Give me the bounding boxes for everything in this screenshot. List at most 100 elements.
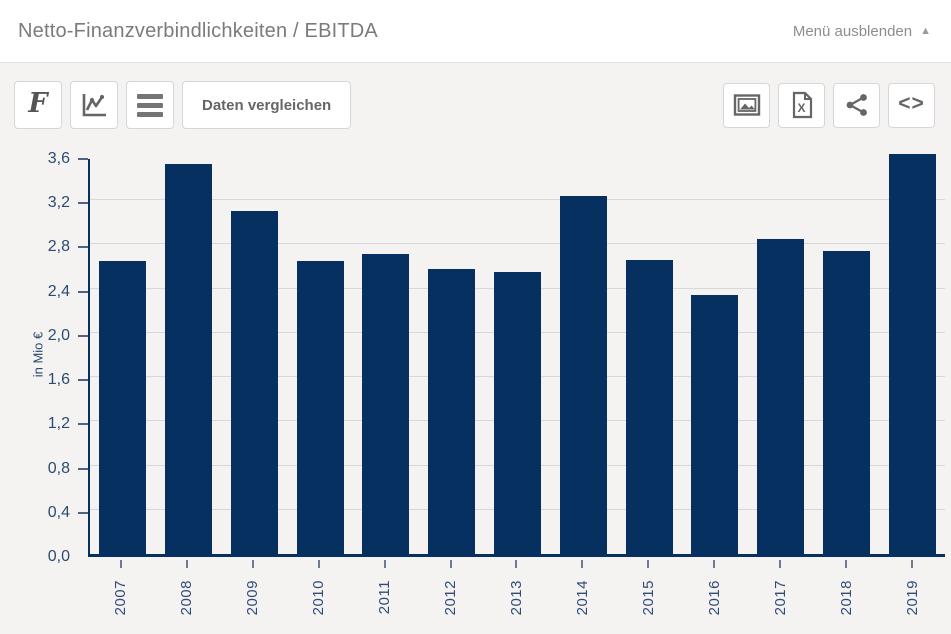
export-excel-button[interactable]: X bbox=[778, 82, 825, 128]
x-axis-slot: 2016 bbox=[691, 560, 738, 615]
bar-2014[interactable] bbox=[559, 195, 607, 554]
bar-2016[interactable] bbox=[691, 295, 739, 554]
toolbar-left-group: F Daten vergleichen bbox=[14, 81, 352, 129]
x-axis-slot: 2010 bbox=[295, 560, 342, 615]
y-axis-tickmark bbox=[78, 423, 88, 426]
font-style-icon: F bbox=[28, 88, 48, 119]
line-chart-icon bbox=[80, 92, 108, 118]
x-axis-tickmark bbox=[251, 560, 254, 568]
x-tick-label: 2010 bbox=[310, 580, 328, 616]
y-axis-tickmark bbox=[78, 511, 88, 514]
x-axis-labels: 2007 2008 2009 2010 2011 2012 2013 2014 2015 2016… bbox=[88, 560, 945, 615]
font-settings-button[interactable]: F bbox=[14, 81, 62, 129]
x-axis-tickmark bbox=[845, 560, 848, 568]
triangle-up-icon: ▲ bbox=[920, 24, 931, 37]
chart-type-button[interactable] bbox=[70, 81, 118, 129]
x-tick-label: 2018 bbox=[837, 580, 855, 616]
y-tick-label: 0,8 bbox=[47, 459, 70, 477]
x-tick-label: 2008 bbox=[178, 580, 196, 616]
toolbar: F Daten vergleichen bbox=[14, 81, 935, 129]
bar-chart: in Mio € 0,0 0,4 0,8 1,2 1,6 2,0 2,4 2,8 3,2 3,6 … bbox=[0, 129, 951, 629]
y-axis-tick-labels: 0,0 0,4 0,8 1,2 1,6 2,0 2,4 2,8 3,2 3,6 bbox=[0, 150, 78, 565]
x-axis-tickmark bbox=[185, 560, 188, 568]
x-axis-slot: 2009 bbox=[229, 560, 276, 615]
y-tick-label: 3,6 bbox=[47, 150, 70, 167]
y-axis-tickmark bbox=[78, 379, 88, 382]
embed-code-icon: <> bbox=[898, 92, 925, 115]
bar-2008[interactable] bbox=[165, 163, 213, 554]
menu-icon bbox=[137, 93, 163, 117]
x-axis-slot: 2008 bbox=[163, 560, 210, 615]
x-axis-slot: 2018 bbox=[823, 560, 870, 615]
export-image-icon bbox=[733, 93, 761, 117]
bar-2017[interactable] bbox=[757, 238, 805, 554]
y-tick-label: 2,4 bbox=[47, 282, 70, 300]
y-axis-tickmark bbox=[78, 290, 88, 293]
x-axis-tickmark bbox=[515, 560, 518, 568]
x-axis-slot: 2017 bbox=[757, 560, 804, 615]
x-axis-tickmark bbox=[383, 560, 386, 568]
bar-2018[interactable] bbox=[822, 251, 870, 554]
x-tick-label: 2014 bbox=[573, 580, 591, 616]
page-title: Netto-Finanzverbindlichkeiten / EBITDA bbox=[18, 19, 378, 42]
embed-code-button[interactable]: <> bbox=[888, 82, 935, 128]
y-axis-tickmark bbox=[78, 246, 88, 249]
share-button[interactable] bbox=[833, 82, 880, 128]
x-axis-tickmark bbox=[581, 560, 584, 568]
toolbar-right-group: X <> bbox=[723, 82, 935, 128]
x-tick-label: 2011 bbox=[376, 580, 394, 615]
gridline bbox=[90, 199, 945, 201]
share-icon bbox=[844, 92, 870, 118]
x-axis-tickmark bbox=[713, 560, 716, 568]
bar-2012[interactable] bbox=[428, 268, 476, 554]
header: Netto-Finanzverbindlichkeiten / EBITDA M… bbox=[0, 0, 951, 63]
x-axis-tickmark bbox=[911, 560, 914, 568]
menu-toggle-label: Menü ausblenden bbox=[792, 22, 913, 40]
x-tick-label: 2019 bbox=[903, 580, 921, 616]
x-tick-label: 2015 bbox=[639, 580, 657, 616]
export-image-button[interactable] bbox=[723, 82, 770, 128]
y-tick-label: 0,4 bbox=[47, 503, 70, 521]
y-tick-label: 0,0 bbox=[47, 548, 70, 565]
x-tick-label: 2009 bbox=[244, 580, 262, 616]
y-tick-label: 2,0 bbox=[47, 326, 70, 344]
bars-layer bbox=[90, 153, 945, 554]
x-tick-label: 2016 bbox=[705, 580, 723, 616]
bar-2007[interactable] bbox=[99, 261, 147, 554]
bar-2015[interactable] bbox=[625, 259, 673, 554]
bar-2019[interactable] bbox=[888, 153, 936, 554]
plot-area bbox=[88, 153, 945, 557]
x-tick-label: 2012 bbox=[442, 580, 460, 616]
y-axis-tickmark bbox=[78, 202, 88, 205]
compare-data-button[interactable]: Daten vergleichen bbox=[182, 81, 352, 129]
x-axis-slot: 2019 bbox=[889, 560, 936, 615]
y-axis-tickmarks bbox=[78, 158, 88, 557]
x-axis-tickmark bbox=[779, 560, 782, 568]
x-axis-slot: 2011 bbox=[361, 560, 408, 615]
x-axis-slot: 2013 bbox=[493, 560, 540, 615]
bar-2011[interactable] bbox=[362, 254, 410, 554]
bar-2009[interactable] bbox=[230, 211, 278, 554]
y-axis-tickmark bbox=[78, 158, 88, 160]
y-axis-tickmark bbox=[78, 334, 88, 337]
x-axis-tickmark bbox=[317, 560, 320, 568]
y-axis-tickmark bbox=[78, 467, 88, 470]
x-tick-label: 2017 bbox=[771, 580, 789, 616]
x-tick-label: 2013 bbox=[507, 580, 525, 616]
chart-menu-button[interactable] bbox=[126, 81, 174, 129]
svg-text:X: X bbox=[797, 101, 805, 115]
y-tick-label: 1,6 bbox=[47, 371, 70, 389]
bar-2013[interactable] bbox=[493, 272, 541, 554]
x-axis-slot: 2015 bbox=[625, 560, 672, 615]
x-axis-slot: 2007 bbox=[97, 560, 144, 615]
x-axis-slot: 2014 bbox=[559, 560, 606, 615]
menu-toggle-button[interactable]: Menü ausblenden ▲ bbox=[793, 23, 931, 40]
export-excel-icon: X bbox=[790, 91, 814, 119]
y-tick-label: 1,2 bbox=[47, 415, 70, 433]
y-tick-label: 2,8 bbox=[47, 238, 70, 256]
x-axis-tickmark bbox=[119, 560, 122, 568]
x-tick-label: 2007 bbox=[112, 580, 130, 616]
bar-2010[interactable] bbox=[296, 261, 344, 554]
x-axis-tickmark bbox=[647, 560, 650, 568]
